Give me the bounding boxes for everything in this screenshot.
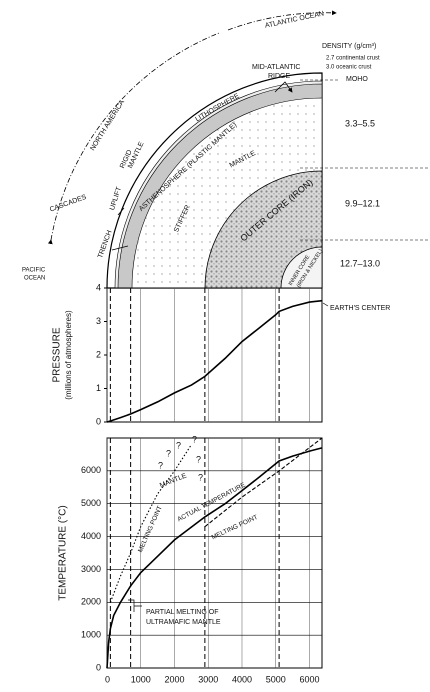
y-tick-label: 3	[96, 316, 101, 326]
y-tick-label: 4	[96, 282, 101, 292]
annotation: ?	[198, 472, 203, 482]
label: 2.7 continental crust	[326, 56, 380, 62]
y-tick-label: 4000	[81, 531, 101, 541]
label: PACIFIC	[22, 268, 46, 274]
y-tick-label: 0	[96, 662, 101, 672]
annotation: ?	[166, 448, 171, 458]
label: UPLIFT	[109, 185, 123, 211]
y-tick-label: 5000	[81, 498, 101, 508]
label: CASCADES	[49, 194, 88, 214]
x-tick-label: 0	[105, 674, 110, 684]
bracket	[128, 600, 142, 612]
y-axis-title: PRESSURE	[52, 327, 63, 382]
y-tick-label: 2	[96, 349, 101, 359]
density-value: 9.9–12.1	[345, 198, 380, 208]
label: OCEAN	[24, 276, 45, 282]
label: RIDGE	[268, 73, 291, 80]
leader-line	[323, 303, 328, 306]
data-line	[107, 301, 322, 422]
x-tick-label: 2000	[164, 674, 184, 684]
y-tick-label: 1	[96, 383, 101, 393]
label: MOHO	[346, 76, 368, 83]
label: MID-ATLANTIC	[252, 64, 300, 71]
series-label: MELTING POINT	[211, 514, 259, 542]
y-axis-title: TEMPERATURE (°C)	[58, 505, 69, 600]
annotation: ?	[176, 440, 181, 450]
x-tick-label: 6000	[299, 674, 319, 684]
annotation: ?	[158, 460, 163, 470]
data-line	[205, 438, 322, 527]
annotation: ?	[196, 454, 201, 464]
label: ATLANTIC OCEAN	[264, 10, 324, 29]
x-tick-label: 5000	[266, 674, 286, 684]
annotation: PARTIAL MELTING OF	[146, 609, 218, 616]
density-value: 3.3–5.5	[345, 118, 375, 128]
y-axis-title: (millions of atmospheres)	[64, 310, 73, 400]
y-tick-label: 0	[96, 416, 101, 426]
annotation: ULTRAMAFIC MANTLE	[146, 619, 221, 626]
x-tick-label: 1000	[131, 674, 151, 684]
y-tick-label: 2000	[81, 597, 101, 607]
x-tick-label: 3000	[198, 674, 218, 684]
label: DENSITY (g/cm³)	[322, 43, 376, 50]
figure: ATLANTIC OCEAN NORTH AMERICA PACIFIC OCE…	[0, 0, 430, 692]
y-tick-label: 6000	[81, 465, 101, 475]
annotation: ?	[192, 434, 197, 444]
series-label: MELTING POINT	[137, 505, 164, 554]
y-tick-label: 3000	[81, 564, 101, 574]
annotation: EARTH'S CENTER	[330, 305, 390, 312]
plot-frame	[107, 438, 322, 668]
y-tick-label: 1000	[81, 630, 101, 640]
label: 3.0 oceanic crust	[326, 65, 372, 71]
series-label: ACTUAL TEMPERATURE	[176, 481, 247, 523]
label: NORTH AMERICA	[89, 99, 126, 152]
annotation: MANTLE	[159, 472, 188, 489]
density-value: 12.7–13.0	[340, 258, 380, 268]
x-tick-label: 4000	[232, 674, 252, 684]
